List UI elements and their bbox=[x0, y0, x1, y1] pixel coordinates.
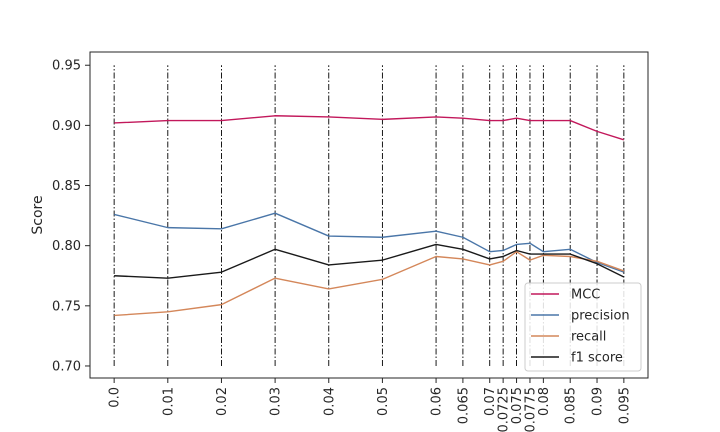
y-tick-label-0: 0.70 bbox=[52, 359, 81, 374]
series-line-mcc bbox=[114, 115, 625, 141]
x-tick-label-1: 0.01 bbox=[161, 387, 176, 416]
legend-label-0: MCC bbox=[571, 288, 600, 303]
x-tick-label-11: 0.0775 bbox=[523, 387, 538, 432]
legend-label-2: recall bbox=[571, 330, 606, 345]
plot-frame bbox=[89, 51, 649, 379]
legend: MCC precision recall f1 score bbox=[524, 282, 642, 372]
y-tick-label-5: 0.95 bbox=[52, 59, 81, 74]
legend-label-3: f1 score bbox=[571, 351, 623, 366]
legend-box bbox=[524, 282, 642, 372]
x-tick-label-0: 0.0 bbox=[108, 387, 123, 408]
x-tick-label-7: 0.065 bbox=[456, 387, 471, 424]
legend-label-1: precision bbox=[571, 309, 630, 324]
x-tick-label-9: 0.0725 bbox=[497, 387, 512, 432]
y-axis: 0.70 0.75 0.80 0.85 0.90 0.95 bbox=[52, 59, 90, 374]
x-tick-label-10: 0.075 bbox=[510, 387, 525, 424]
x-axis: 0.0 0.01 0.02 0.03 0.04 0.05 0.06 0.065 0.070.07… bbox=[108, 378, 632, 432]
x-tick-label-14: 0.09 bbox=[591, 387, 606, 416]
series-line-f1-score bbox=[114, 243, 625, 279]
y-tick-label-2: 0.80 bbox=[52, 239, 81, 254]
x-tick-label-6: 0.06 bbox=[430, 387, 445, 416]
grid-layer bbox=[113, 65, 625, 366]
x-tick-label-8: 0.07 bbox=[483, 387, 498, 416]
y-axis-title: Score bbox=[30, 195, 46, 234]
series-line-recall bbox=[114, 250, 625, 317]
y-tick-label-1: 0.75 bbox=[52, 299, 81, 314]
x-tick-label-5: 0.05 bbox=[376, 387, 391, 416]
x-tick-label-13: 0.085 bbox=[564, 387, 579, 424]
x-tick-label-4: 0.04 bbox=[322, 387, 337, 416]
series-layer bbox=[113, 115, 625, 317]
x-tick-label-3: 0.03 bbox=[269, 387, 284, 416]
y-tick-label-3: 0.85 bbox=[52, 179, 81, 194]
y-tick-label-4: 0.90 bbox=[52, 119, 81, 134]
series-line-precision bbox=[113, 212, 625, 273]
x-tick-label-2: 0.02 bbox=[215, 387, 230, 416]
x-tick-label-15: 0.095 bbox=[617, 387, 632, 424]
x-tick-label-12: 0.08 bbox=[537, 387, 552, 416]
